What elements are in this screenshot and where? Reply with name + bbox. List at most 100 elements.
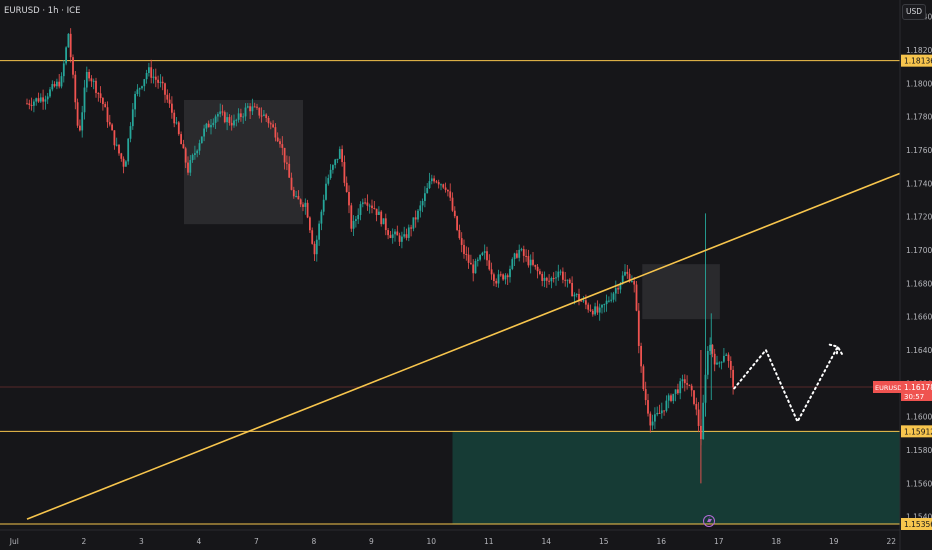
candle: [244, 107, 247, 117]
candle: [157, 79, 159, 83]
candle: [207, 123, 210, 128]
candle: [453, 210, 456, 217]
x-tick-label: 19: [829, 537, 839, 546]
candle: [168, 99, 171, 104]
trendline: [26, 172, 901, 520]
candle: [419, 205, 422, 211]
candle: [272, 124, 274, 128]
candle: [690, 385, 693, 391]
candle: [26, 103, 28, 105]
candle: [189, 160, 192, 173]
candle: [651, 421, 654, 426]
candle: [343, 162, 346, 183]
time-axis[interactable]: Jul 2 3 4 7 8 9 10 11 14 15 16 17 18 19 22: [0, 529, 900, 546]
candle: [125, 161, 127, 167]
candle: [269, 123, 272, 125]
x-tick-label: 3: [139, 537, 144, 546]
candle: [359, 204, 362, 215]
candle: [536, 266, 539, 272]
candle: [373, 208, 376, 210]
candle: [72, 57, 74, 75]
candle: [382, 218, 385, 225]
candle: [617, 288, 619, 290]
candle: [534, 264, 537, 267]
candle: [203, 128, 205, 137]
levels-layer: [0, 60, 900, 525]
candle: [660, 410, 663, 414]
candle: [433, 178, 435, 182]
candle: [476, 259, 479, 261]
candle: [338, 149, 341, 159]
candle: [571, 282, 573, 297]
candle: [723, 355, 725, 362]
candle: [389, 235, 392, 238]
lightning-icon: [703, 515, 715, 527]
candle: [290, 177, 293, 190]
candle: [166, 94, 169, 100]
candle: [111, 124, 113, 131]
candle: [658, 412, 661, 414]
candle: [83, 87, 86, 113]
candle: [44, 99, 47, 102]
x-tick-label: 22: [887, 537, 897, 546]
currency-button[interactable]: USD: [902, 4, 926, 20]
candle: [665, 400, 668, 411]
current-price-value: 1.16178: [904, 383, 932, 392]
overlays-layer: [26, 172, 901, 520]
candle: [260, 115, 263, 117]
candle: [394, 231, 396, 235]
candle: [118, 144, 120, 154]
candles-layer: [26, 28, 734, 484]
candle: [88, 71, 90, 79]
candle: [624, 271, 626, 276]
symbol-title[interactable]: EURUSD · 1h · ICE: [4, 6, 81, 16]
candle: [329, 169, 332, 179]
candle: [702, 402, 705, 440]
candle: [233, 120, 235, 126]
candle: [384, 218, 387, 231]
candle: [361, 202, 364, 205]
candle: [246, 106, 249, 108]
candle: [663, 410, 665, 412]
candle: [60, 76, 63, 87]
candle: [276, 137, 279, 142]
candle: [564, 279, 567, 281]
candle: [555, 277, 557, 279]
candle: [76, 102, 79, 126]
candle: [138, 88, 141, 90]
candle: [497, 274, 500, 284]
candle: [258, 107, 261, 116]
candle: [499, 274, 502, 276]
candle: [150, 67, 153, 78]
candle: [672, 393, 675, 401]
candle: [99, 93, 102, 99]
candle: [219, 111, 222, 115]
candle: [522, 249, 525, 256]
candle: [35, 98, 38, 102]
candle: [520, 249, 523, 251]
candle: [525, 255, 527, 257]
candle: [129, 126, 132, 139]
candle: [458, 230, 461, 239]
candle: [42, 97, 44, 102]
price-axis[interactable]: 1.184001.182001.180001.178001.176001.174…: [899, 0, 932, 550]
candle: [472, 264, 475, 274]
candle: [143, 79, 146, 87]
candle: [217, 114, 219, 117]
candle: [667, 395, 670, 401]
candle: [92, 80, 95, 82]
candle: [594, 306, 596, 315]
level-price-text: 1.15356: [904, 520, 932, 529]
candle: [428, 181, 431, 189]
candle: [633, 281, 636, 285]
candle: [626, 271, 629, 274]
candle: [614, 288, 617, 294]
candle: [327, 178, 330, 184]
candle: [426, 188, 429, 194]
candle: [113, 130, 116, 146]
candle: [502, 274, 504, 280]
candle: [647, 400, 649, 414]
candle: [223, 112, 226, 123]
candle: [304, 202, 307, 207]
